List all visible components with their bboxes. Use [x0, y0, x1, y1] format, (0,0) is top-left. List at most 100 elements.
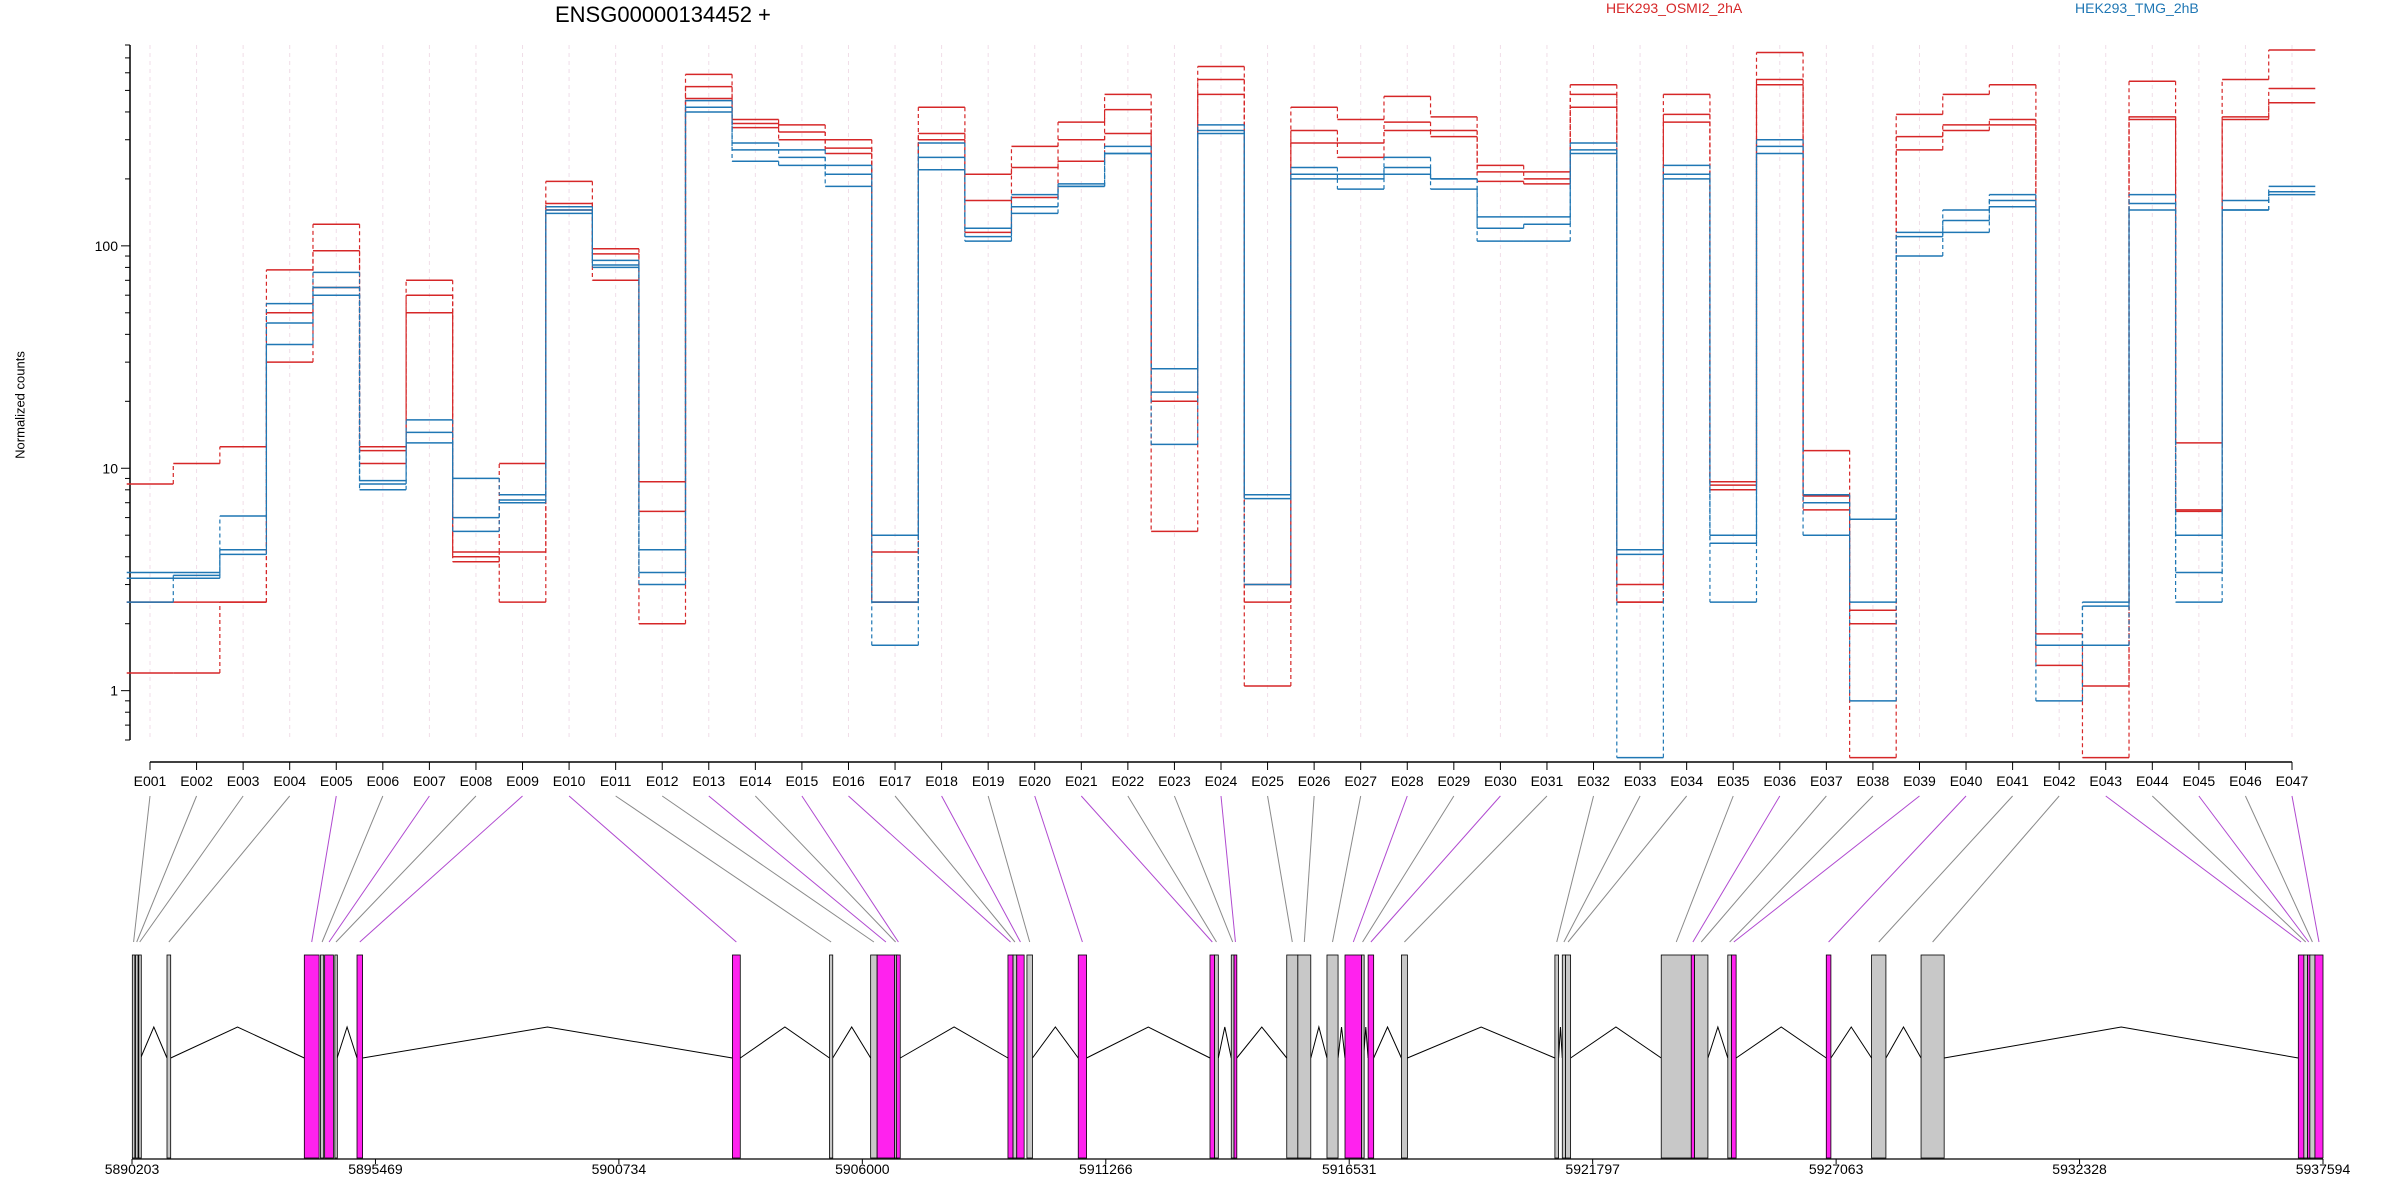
- exon-gridlines: [149, 45, 2293, 740]
- coordinate-label: 5921797: [1565, 1161, 1620, 1177]
- exon-label: E023: [1158, 773, 1191, 789]
- exon-box: [138, 954, 142, 1159]
- exon-box: [1026, 954, 1033, 1159]
- exon-label: E025: [1251, 773, 1284, 789]
- exon-label: E026: [1298, 773, 1331, 789]
- exon-connector: [1878, 795, 2013, 943]
- exon-box: [1326, 954, 1339, 1159]
- exon-box-highlighted: [1367, 954, 1375, 1159]
- coordinate-label: 5895469: [348, 1161, 403, 1177]
- exon-connector: [848, 795, 1011, 943]
- exon-box: [2303, 954, 2308, 1159]
- exon-label: E044: [2136, 773, 2169, 789]
- exon-box-highlighted: [1209, 954, 1216, 1159]
- exon-connector: [615, 795, 832, 943]
- exon-label: E041: [1996, 773, 2029, 789]
- exon-connector: [1692, 795, 1781, 943]
- exon-connector: [1729, 795, 1874, 943]
- exon-box-highlighted: [732, 954, 741, 1159]
- intron: [1944, 1026, 2299, 1059]
- exon-label: E032: [1577, 773, 1610, 789]
- y-tick-label: 1: [110, 683, 118, 699]
- exon-label: E021: [1065, 773, 1098, 789]
- exon-connector: [1828, 795, 1967, 943]
- exon-box-highlighted: [1077, 954, 1087, 1159]
- exon-connector: [894, 795, 1016, 943]
- intron: [832, 1026, 872, 1059]
- series-lines: [126, 49, 2316, 759]
- exon-label: E043: [2089, 773, 2122, 789]
- exon-box: [1361, 954, 1365, 1159]
- exon-label: E045: [2183, 773, 2216, 789]
- exon-label: E002: [180, 773, 213, 789]
- exon-connector: [941, 795, 1021, 943]
- exon-connector: [1303, 795, 1315, 943]
- exon-label: E031: [1531, 773, 1564, 789]
- coordinate-label: 5932328: [2052, 1161, 2107, 1177]
- exon-label: E014: [739, 773, 772, 789]
- exon-label: E001: [134, 773, 167, 789]
- exon-label: E039: [1903, 773, 1936, 789]
- exon-label: E018: [925, 773, 958, 789]
- exon-connector: [1932, 795, 2060, 943]
- exon-label: E027: [1344, 773, 1377, 789]
- exon-connector: [2244, 795, 2313, 943]
- exon-connector: [1080, 795, 1213, 943]
- exon-box-highlighted: [1690, 954, 1695, 1159]
- exon-label: E047: [2276, 773, 2309, 789]
- intron: [1217, 1026, 1232, 1059]
- intron: [140, 1025, 168, 1059]
- coordinate-label: 5911266: [1079, 1161, 1133, 1177]
- exon-label: E028: [1391, 773, 1424, 789]
- exon-label: E006: [366, 773, 399, 789]
- exon-connector-lines: [133, 795, 2320, 943]
- exon-label: E024: [1205, 773, 1238, 789]
- exon-label: E029: [1437, 773, 1470, 789]
- gene-model: [131, 954, 2324, 1159]
- exon-box: [1297, 954, 1312, 1159]
- exon-connector: [661, 795, 875, 943]
- exon-connector: [335, 795, 477, 943]
- exon-box: [1561, 954, 1566, 1159]
- intron: [899, 1026, 1009, 1059]
- intron: [1032, 1026, 1079, 1059]
- exon-box-highlighted: [2297, 954, 2305, 1159]
- intron: [739, 1026, 830, 1059]
- y-tick-label: 100: [95, 238, 119, 254]
- exon-connector: [1034, 795, 1083, 943]
- exon-connector: [1404, 795, 1548, 943]
- exon-connector: [1220, 795, 1236, 943]
- coordinate-label: 5937594: [2296, 1161, 2351, 1177]
- exon-box-highlighted: [356, 954, 363, 1159]
- y-axis-label: Normalized counts: [12, 351, 28, 459]
- exon-label: E007: [413, 773, 446, 789]
- exon-box-highlighted: [896, 954, 901, 1159]
- intron: [336, 1025, 358, 1059]
- exon-box: [1012, 954, 1018, 1159]
- exon-label: E034: [1670, 773, 1703, 789]
- exon-connector: [2151, 795, 2307, 943]
- exon-label: E020: [1018, 773, 1051, 789]
- legend-entry-osmi2: HEK293_OSMI2_2hA: [1606, 0, 1743, 16]
- exon-box: [1694, 954, 1709, 1159]
- exon-box: [870, 954, 878, 1159]
- coordinate-label: 5900734: [592, 1161, 647, 1177]
- exon-box: [1554, 954, 1559, 1159]
- exon-label: E016: [832, 773, 865, 789]
- exon-box: [1286, 954, 1299, 1159]
- exon-connector: [1370, 795, 1501, 943]
- exon-box: [166, 954, 172, 1159]
- exon-box: [1565, 954, 1572, 1159]
- exon-connector: [708, 795, 887, 943]
- exon-box: [334, 954, 338, 1159]
- chart-title: ENSG00000134452 +: [555, 2, 771, 27]
- exon-connector: [568, 795, 737, 943]
- exon-label: E033: [1624, 773, 1657, 789]
- exon-box: [1660, 954, 1692, 1159]
- exon-connector: [987, 795, 1031, 943]
- exon-box: [1214, 954, 1219, 1159]
- exon-box: [1871, 954, 1887, 1159]
- exon-box: [1401, 954, 1408, 1159]
- exon-label: E019: [972, 773, 1005, 789]
